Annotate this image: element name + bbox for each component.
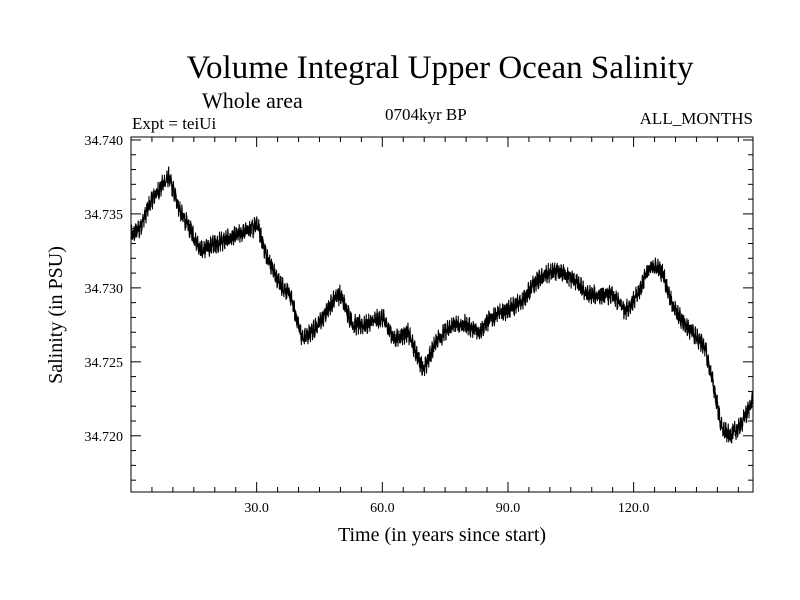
y-tick-label: 34.740	[85, 134, 124, 149]
chart-title: Volume Integral Upper Ocean Salinity	[186, 50, 694, 86]
x-axis-label: Time (in years since start)	[338, 524, 546, 546]
axis-tick-labels: 30.0 60.0 90.0 120.0 34.720 34.725 34.730 34.73…	[85, 134, 650, 516]
y-tick-label: 34.720	[85, 430, 124, 445]
months-label: ALL_MONTHS	[639, 109, 753, 128]
period-label: 0704kyr BP	[385, 105, 467, 124]
series-line-salinity	[130, 166, 754, 444]
axis-ticks	[130, 137, 753, 492]
plot-area-frame	[130, 136, 754, 493]
y-axis-label: Salinity (in PSU)	[45, 246, 67, 384]
x-tick-label: 30.0	[244, 501, 269, 516]
x-tick-label: 90.0	[496, 501, 521, 516]
chart-subtitle: Whole area	[202, 88, 303, 113]
y-tick-label: 34.735	[85, 208, 124, 223]
y-tick-label: 34.730	[85, 282, 124, 297]
experiment-label: Expt = teiUi	[132, 114, 217, 133]
x-tick-label: 120.0	[618, 501, 650, 516]
y-tick-label: 34.725	[85, 356, 124, 371]
x-tick-label: 60.0	[370, 501, 395, 516]
